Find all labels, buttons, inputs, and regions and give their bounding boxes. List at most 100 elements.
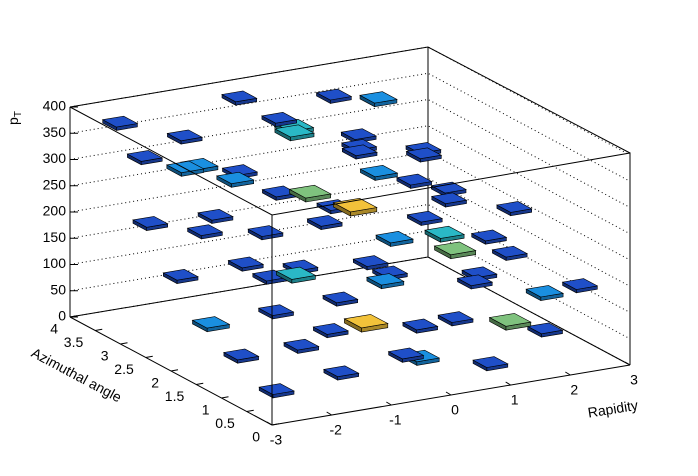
grid-line bbox=[69, 230, 631, 340]
box-face-top bbox=[430, 181, 467, 194]
box-face-top bbox=[365, 273, 405, 286]
box-face-top bbox=[491, 245, 529, 258]
box-face-top bbox=[488, 313, 532, 327]
box-face-top bbox=[258, 383, 295, 395]
box-face-top bbox=[288, 184, 332, 199]
box-face-top bbox=[247, 225, 284, 237]
box-face-top bbox=[166, 129, 204, 142]
z-tick-label: 150 bbox=[43, 229, 67, 245]
box bbox=[437, 311, 474, 327]
x-tick bbox=[505, 381, 511, 386]
z-tick-label: 300 bbox=[43, 150, 67, 166]
box-face-top bbox=[526, 322, 564, 335]
y-tick-label: 3 bbox=[101, 348, 109, 364]
box bbox=[260, 111, 298, 128]
box bbox=[312, 323, 350, 339]
y-tick bbox=[69, 315, 78, 318]
box bbox=[306, 215, 344, 231]
x-tick bbox=[386, 401, 392, 406]
box-face-top bbox=[561, 278, 599, 290]
y-tick bbox=[221, 396, 229, 399]
box bbox=[525, 285, 565, 302]
x-tick bbox=[445, 391, 452, 396]
box bbox=[406, 210, 444, 227]
x-tick-label: -1 bbox=[389, 412, 402, 428]
z-tick-label: 100 bbox=[43, 255, 67, 271]
box bbox=[424, 225, 466, 243]
x-tick-label: -2 bbox=[329, 422, 342, 438]
z-tick-label: 200 bbox=[43, 203, 67, 219]
z-tick-label: 350 bbox=[43, 124, 67, 140]
box bbox=[273, 124, 315, 142]
box-face-top bbox=[430, 192, 468, 205]
box bbox=[495, 201, 533, 217]
box bbox=[561, 278, 599, 294]
box bbox=[197, 208, 234, 224]
box-face-top bbox=[101, 115, 139, 128]
box bbox=[215, 171, 255, 188]
box bbox=[332, 197, 378, 217]
box-face-top bbox=[132, 216, 169, 228]
grid-line bbox=[69, 177, 631, 287]
box bbox=[359, 91, 398, 108]
y-axis-title: Azimuthal angle bbox=[29, 344, 125, 405]
x-tick-label: 3 bbox=[630, 372, 638, 388]
box-face-top bbox=[470, 229, 508, 242]
y-tick-label: 3.5 bbox=[64, 334, 84, 350]
box bbox=[227, 256, 265, 272]
box-face-top bbox=[227, 256, 265, 269]
box-face-top bbox=[371, 265, 409, 278]
box bbox=[433, 241, 477, 260]
box bbox=[126, 150, 164, 166]
y-tick-label: 0 bbox=[252, 429, 260, 445]
box bbox=[343, 314, 389, 333]
box bbox=[101, 115, 139, 131]
x-tick-label: 0 bbox=[451, 402, 459, 418]
box-face-top bbox=[332, 197, 378, 213]
box-face-top bbox=[525, 285, 565, 298]
box-face-top bbox=[341, 144, 378, 157]
grid-line bbox=[69, 256, 631, 366]
y-tick-label: 2 bbox=[151, 375, 159, 391]
box bbox=[222, 348, 260, 364]
box-face-top bbox=[261, 185, 299, 198]
box bbox=[221, 164, 259, 180]
z-axis-title-sub: T bbox=[13, 111, 24, 117]
box bbox=[283, 338, 320, 354]
box-face-top bbox=[322, 365, 360, 378]
box-face-top bbox=[283, 338, 320, 351]
box bbox=[488, 313, 532, 331]
box-face-top bbox=[191, 316, 231, 329]
box bbox=[387, 347, 425, 363]
box bbox=[472, 356, 509, 372]
grid-line bbox=[69, 72, 631, 182]
box-face-top bbox=[359, 164, 399, 178]
y-tick bbox=[95, 328, 103, 331]
y-tick bbox=[120, 342, 128, 345]
box bbox=[261, 185, 299, 201]
box bbox=[275, 266, 317, 284]
box-face-top bbox=[401, 318, 439, 331]
y-tick-label: 0.5 bbox=[215, 415, 235, 431]
grid-line bbox=[69, 151, 631, 261]
box-face-top bbox=[275, 266, 317, 280]
x-tick bbox=[326, 411, 332, 416]
box-face-top bbox=[461, 266, 498, 279]
box bbox=[526, 322, 564, 338]
z-tick-label: 50 bbox=[50, 281, 66, 297]
z-axis-title-base: p bbox=[5, 117, 21, 125]
axes: 0 50 100 150 200 250 300 350 400 0 0.5 1 1.5 2 2.5 3 3.5… bbox=[43, 98, 638, 448]
box-face-top bbox=[215, 171, 255, 185]
box-face-top bbox=[424, 225, 466, 239]
box-face-top bbox=[406, 210, 444, 223]
box-face-top bbox=[273, 124, 315, 138]
x-tick-label: 2 bbox=[570, 382, 578, 398]
box-face-top bbox=[306, 215, 344, 227]
boxes bbox=[101, 88, 599, 399]
box-face-top bbox=[472, 356, 509, 368]
frame-front bbox=[69, 106, 631, 425]
box-face-top bbox=[375, 230, 414, 244]
box-face-top bbox=[352, 255, 389, 267]
box bbox=[365, 273, 405, 290]
